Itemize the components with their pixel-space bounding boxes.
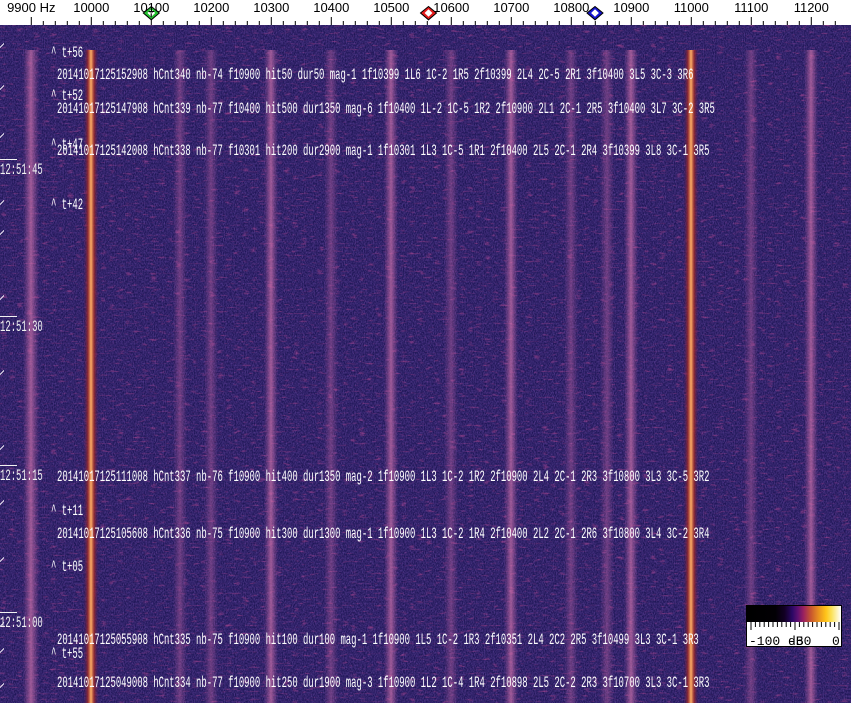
svg-text:10100: 10100 bbox=[133, 0, 169, 15]
svg-text:-50: -50 bbox=[788, 634, 811, 648]
svg-text:10400: 10400 bbox=[313, 0, 349, 15]
svg-text:9900 Hz: 9900 Hz bbox=[7, 0, 55, 15]
svg-text:11100: 11100 bbox=[734, 0, 768, 15]
svg-text:11000: 11000 bbox=[674, 0, 709, 15]
svg-text:10800: 10800 bbox=[553, 0, 589, 15]
svg-text:10600: 10600 bbox=[433, 0, 469, 15]
svg-text:11200: 11200 bbox=[794, 0, 829, 15]
svg-text:10000: 10000 bbox=[73, 0, 109, 15]
svg-text:10200: 10200 bbox=[193, 0, 229, 15]
svg-text:10300: 10300 bbox=[253, 0, 289, 15]
svg-text:10900: 10900 bbox=[613, 0, 649, 15]
svg-text:10700: 10700 bbox=[493, 0, 529, 15]
svg-text:0: 0 bbox=[832, 634, 840, 648]
svg-text:10500: 10500 bbox=[373, 0, 409, 15]
